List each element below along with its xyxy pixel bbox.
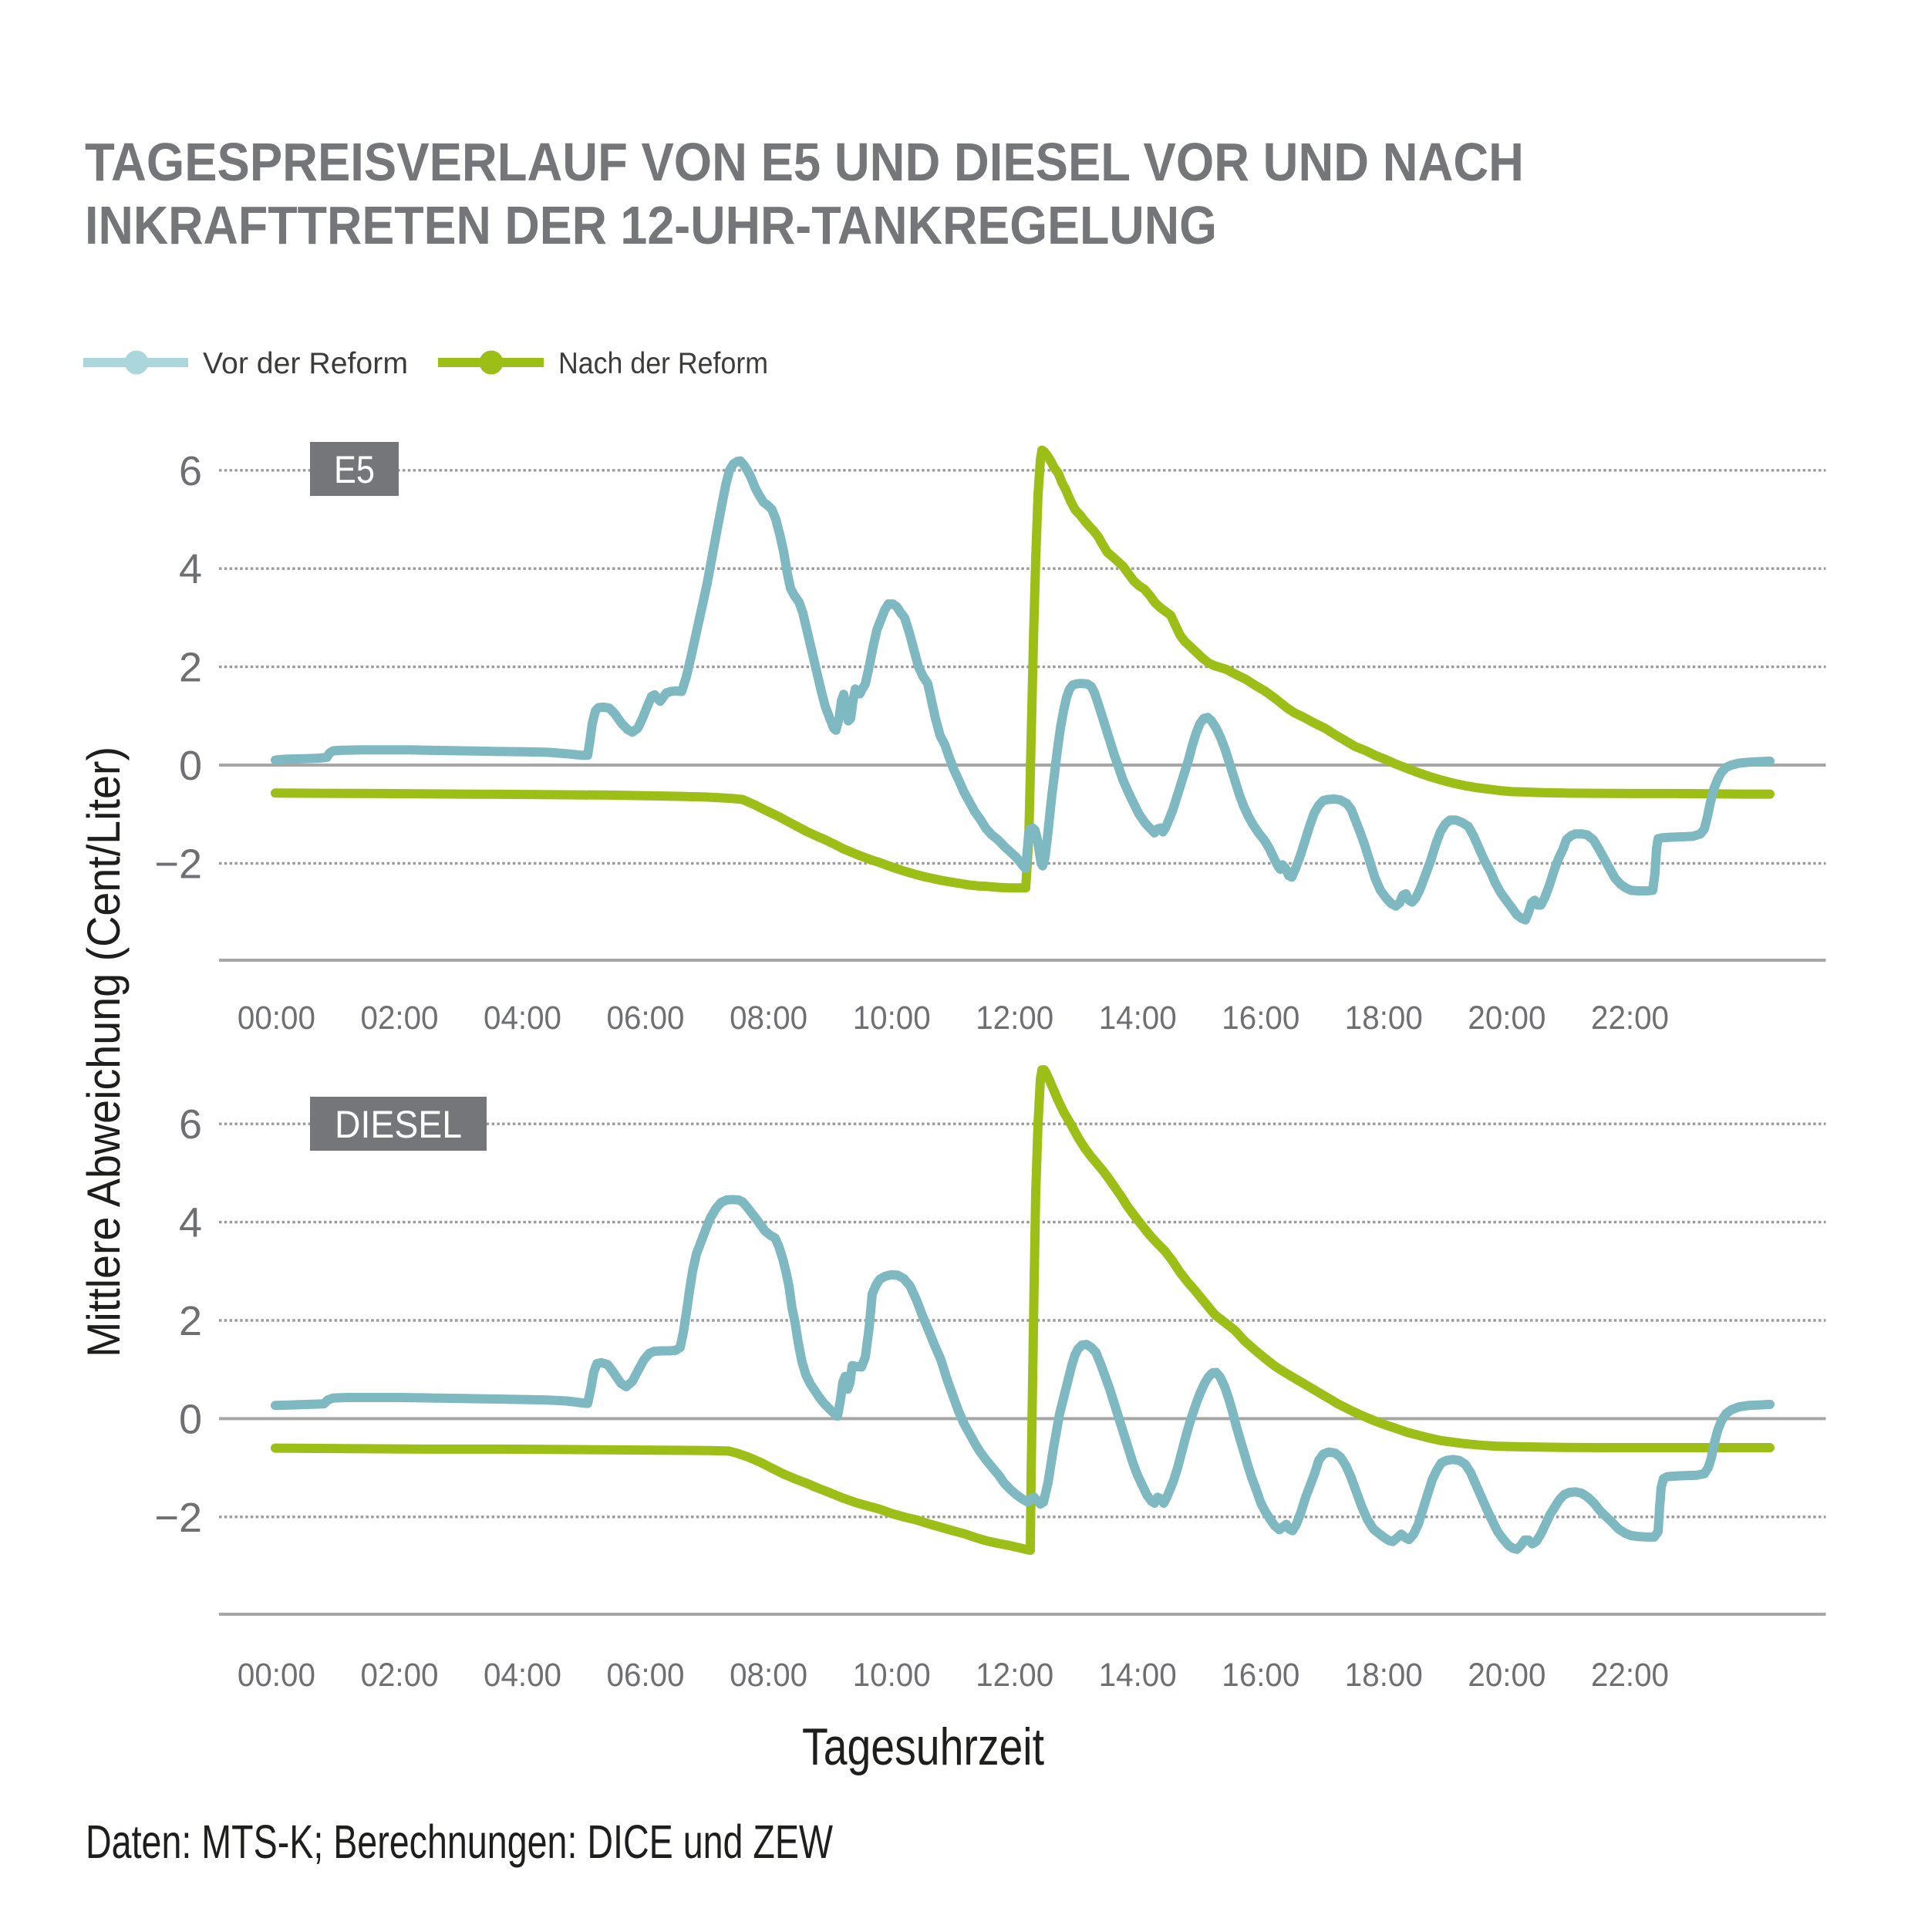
svg-text:16:00: 16:00: [1222, 1000, 1299, 1037]
svg-text:INKRAFTTRETEN DER 12-UHR-TANKR: INKRAFTTRETEN DER 12-UHR-TANKREGELUNG: [85, 195, 1217, 255]
svg-text:−2: −2: [154, 841, 202, 887]
svg-text:02:00: 02:00: [361, 1657, 439, 1694]
svg-text:−2: −2: [154, 1495, 202, 1541]
svg-text:20:00: 20:00: [1468, 1657, 1545, 1694]
svg-text:6: 6: [179, 448, 202, 494]
svg-text:06:00: 06:00: [607, 1000, 685, 1037]
svg-text:DIESEL: DIESEL: [335, 1103, 462, 1146]
svg-text:12:00: 12:00: [976, 1000, 1053, 1037]
svg-text:20:00: 20:00: [1468, 1000, 1545, 1037]
svg-text:Vor der Reform: Vor der Reform: [203, 347, 408, 380]
svg-text:6: 6: [179, 1101, 202, 1148]
svg-text:Mittlere Abweichung (Cent/Lite: Mittlere Abweichung (Cent/Liter): [78, 747, 130, 1357]
svg-text:0: 0: [179, 743, 202, 789]
svg-text:00:00: 00:00: [238, 1000, 315, 1037]
svg-text:18:00: 18:00: [1345, 1000, 1423, 1037]
svg-text:Nach der Reform: Nach der Reform: [558, 347, 768, 380]
svg-text:00:00: 00:00: [238, 1657, 315, 1694]
svg-text:06:00: 06:00: [607, 1657, 685, 1694]
svg-text:02:00: 02:00: [361, 1000, 439, 1037]
svg-text:08:00: 08:00: [730, 1657, 807, 1694]
svg-text:04:00: 04:00: [484, 1000, 561, 1037]
svg-text:04:00: 04:00: [484, 1657, 561, 1694]
svg-text:10:00: 10:00: [853, 1657, 931, 1694]
svg-text:18:00: 18:00: [1345, 1657, 1423, 1694]
svg-text:4: 4: [179, 546, 202, 592]
svg-text:14:00: 14:00: [1099, 1000, 1177, 1037]
svg-text:10:00: 10:00: [853, 1000, 931, 1037]
svg-text:2: 2: [179, 645, 202, 691]
svg-text:Tagesuhrzeit: Tagesuhrzeit: [802, 1718, 1044, 1776]
svg-text:Daten: MTS-K; Berechnungen: DI: Daten: MTS-K; Berechnungen: DICE und ZEW: [86, 1816, 833, 1868]
svg-text:0: 0: [179, 1396, 202, 1442]
svg-text:08:00: 08:00: [730, 1000, 807, 1037]
svg-text:14:00: 14:00: [1099, 1657, 1177, 1694]
svg-text:12:00: 12:00: [976, 1657, 1053, 1694]
svg-text:4: 4: [179, 1200, 202, 1246]
svg-text:22:00: 22:00: [1591, 1657, 1669, 1694]
svg-text:E5: E5: [334, 448, 375, 491]
svg-text:2: 2: [179, 1298, 202, 1344]
svg-text:TAGESPREISVERLAUF VON E5 UND D: TAGESPREISVERLAUF VON E5 UND DIESEL VOR …: [85, 132, 1524, 192]
svg-text:22:00: 22:00: [1591, 1000, 1669, 1037]
svg-text:16:00: 16:00: [1222, 1657, 1299, 1694]
